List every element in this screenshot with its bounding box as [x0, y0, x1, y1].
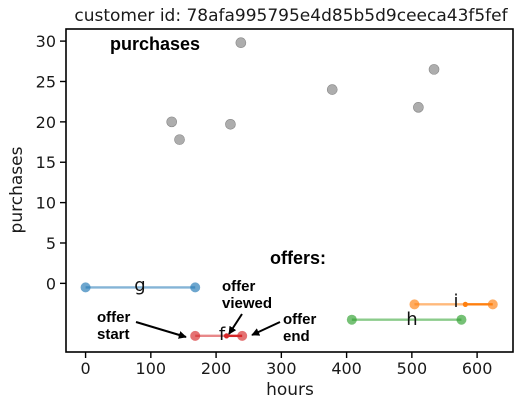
offer-h-end-marker	[456, 314, 467, 325]
purchase-point	[166, 116, 178, 128]
x-tick-label: 600	[462, 359, 493, 378]
offer-f-start-marker	[190, 330, 201, 341]
annotation-offer-end-line-2: end	[283, 328, 310, 345]
offer-i-start-marker	[409, 299, 420, 310]
offer-h-start-marker	[346, 314, 357, 325]
annotation-offer-start-arrow	[135, 321, 187, 339]
y-tick-label: 20	[36, 113, 56, 132]
purchase-point	[413, 102, 424, 113]
offer-i-label: i	[453, 291, 458, 312]
y-tick-label: 25	[36, 72, 56, 91]
chart-title: customer id: 78afa995795e4d85b5d9ceeca43…	[74, 6, 508, 26]
y-axis-label: purchases	[7, 146, 27, 233]
annotation-offer-end-arrow	[251, 321, 281, 336]
x-tick-label: 200	[201, 359, 232, 378]
x-tick-label: 100	[136, 359, 167, 378]
x-tick-label: 500	[397, 359, 428, 378]
offer-f-viewed-marker	[223, 333, 230, 339]
purchase-point	[326, 84, 338, 95]
annotation-offer-viewed-line-2: viewed	[222, 295, 272, 312]
x-tick-label: 0	[80, 359, 90, 378]
purchase-point	[225, 118, 236, 130]
x-tick-label: 400	[331, 359, 362, 378]
annotation-offer-viewed-arrow	[228, 313, 243, 335]
purchase-point	[428, 64, 440, 75]
offer-g-end-marker	[190, 282, 201, 293]
offer-f-end-marker	[237, 330, 248, 341]
purchase-point	[174, 134, 185, 145]
annotation-offer-viewed-line-1: offer	[222, 278, 255, 295]
purchase-point	[235, 37, 247, 49]
offer-i-end-marker	[487, 299, 498, 310]
x-axis-label: hours	[266, 380, 314, 400]
offer-h-label: h	[406, 309, 417, 330]
annotation-offer-start-line-1: offer	[97, 309, 130, 326]
annotation-offer-end-line-1: offer	[283, 311, 316, 328]
x-tick-label: 300	[266, 359, 297, 378]
annotation-offer-start-line-2: start	[97, 326, 130, 343]
offer-f-label: f	[219, 324, 226, 345]
offers-heading: offers:	[270, 248, 326, 268]
offer-i-viewed-marker	[462, 301, 468, 307]
offer-g-label: g	[134, 275, 145, 296]
plot-frame	[65, 28, 514, 353]
y-tick-label: 5	[46, 234, 56, 253]
y-tick-label: 30	[36, 32, 56, 51]
y-tick-label: 15	[36, 153, 56, 172]
offer-g-start-marker	[80, 282, 91, 293]
y-tick-label: 0	[46, 274, 56, 293]
y-tick-label: 10	[36, 194, 56, 213]
purchases-heading: purchases	[110, 34, 200, 54]
